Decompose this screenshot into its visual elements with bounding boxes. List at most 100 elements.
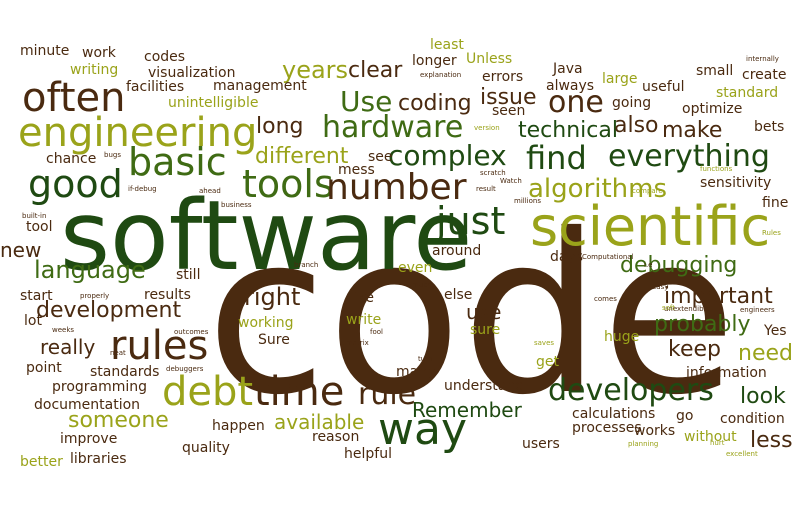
- word: one: [548, 85, 604, 120]
- word: business: [221, 201, 252, 209]
- word: works: [634, 423, 676, 439]
- word: make: [662, 118, 723, 143]
- word: software: [60, 180, 473, 292]
- word: properly: [80, 292, 110, 300]
- word: Java: [553, 61, 583, 77]
- word: turn: [418, 355, 433, 363]
- word: time: [254, 369, 345, 415]
- word: Unless: [466, 51, 513, 67]
- word: bets: [754, 119, 785, 135]
- word: chance: [46, 151, 97, 167]
- word: tool: [26, 219, 53, 235]
- word: code: [206, 187, 737, 443]
- word: lot: [24, 313, 42, 329]
- word: result: [476, 185, 496, 193]
- word: easy: [652, 283, 669, 291]
- word: errors: [482, 69, 524, 85]
- word: branch: [294, 261, 319, 269]
- word: improve: [60, 431, 118, 447]
- word: basic: [128, 140, 227, 184]
- word: keep: [668, 337, 721, 362]
- word: days: [550, 249, 584, 265]
- word: often: [22, 75, 126, 121]
- word: explanation: [420, 71, 462, 79]
- word: rules: [110, 323, 209, 369]
- word: need: [738, 341, 792, 366]
- word: important: [664, 284, 773, 309]
- word: quality: [182, 440, 230, 456]
- word: even: [398, 260, 433, 276]
- word: else: [444, 287, 473, 303]
- word: optimize: [682, 101, 743, 117]
- word: engineers: [740, 306, 775, 314]
- word: scratch: [480, 169, 506, 177]
- word: reason: [312, 429, 360, 445]
- word: like: [350, 290, 375, 306]
- word: Yes: [764, 323, 787, 339]
- word: functions: [700, 165, 733, 173]
- word: least: [430, 37, 464, 53]
- word: results: [144, 287, 191, 303]
- word: compare: [632, 187, 663, 195]
- word: tools: [242, 162, 334, 206]
- word: many: [396, 364, 436, 380]
- word: better: [20, 454, 63, 470]
- word: excellent: [726, 450, 758, 458]
- word: complex: [388, 139, 507, 172]
- word: going: [612, 95, 652, 111]
- word: developers: [548, 373, 714, 408]
- word: sensitivity: [700, 175, 772, 191]
- word: if-debug: [128, 185, 157, 193]
- word: algorithms: [528, 174, 668, 204]
- word: also: [614, 113, 659, 138]
- word: useful: [642, 79, 685, 95]
- word: management: [213, 78, 307, 94]
- word: go: [676, 408, 694, 424]
- word: users: [522, 436, 560, 452]
- word: create: [742, 67, 787, 83]
- word: version: [474, 124, 500, 132]
- word: processes: [572, 420, 642, 436]
- word: hurt: [710, 439, 725, 447]
- word: available: [274, 410, 365, 434]
- word: documentation: [34, 397, 141, 413]
- word: sure: [470, 322, 501, 338]
- word: Remember: [412, 398, 522, 422]
- word: bugs: [104, 151, 121, 159]
- word: everything: [608, 139, 770, 174]
- word: Use: [340, 85, 393, 118]
- word: programming: [52, 379, 148, 395]
- word: standard: [716, 85, 779, 101]
- word: use: [466, 300, 502, 324]
- word: just: [436, 199, 506, 243]
- word: mess: [338, 162, 375, 178]
- word: start: [20, 288, 53, 304]
- word: facilities: [126, 79, 185, 95]
- word: hardware: [322, 110, 464, 145]
- word: much: [412, 281, 432, 289]
- word: see: [368, 149, 393, 165]
- word: visualization: [148, 65, 236, 81]
- word: longer: [412, 53, 457, 69]
- word: debugging: [620, 253, 738, 278]
- word: way: [378, 404, 467, 455]
- word: standards: [90, 364, 160, 380]
- word: ahead: [199, 187, 221, 195]
- word: still: [176, 267, 201, 283]
- word: good: [28, 162, 123, 206]
- word: large: [602, 71, 638, 87]
- word: calculations: [572, 406, 656, 422]
- word: development: [36, 298, 182, 323]
- word: probably: [654, 312, 751, 337]
- word: language: [34, 256, 146, 284]
- word: new: [0, 238, 42, 262]
- word: matrix: [346, 339, 369, 347]
- word: without: [684, 429, 737, 445]
- word: writing: [70, 62, 119, 78]
- word: find: [526, 139, 587, 177]
- word: understand: [444, 378, 525, 394]
- word: right: [244, 283, 301, 311]
- word: information: [686, 365, 767, 381]
- word: less: [750, 428, 792, 453]
